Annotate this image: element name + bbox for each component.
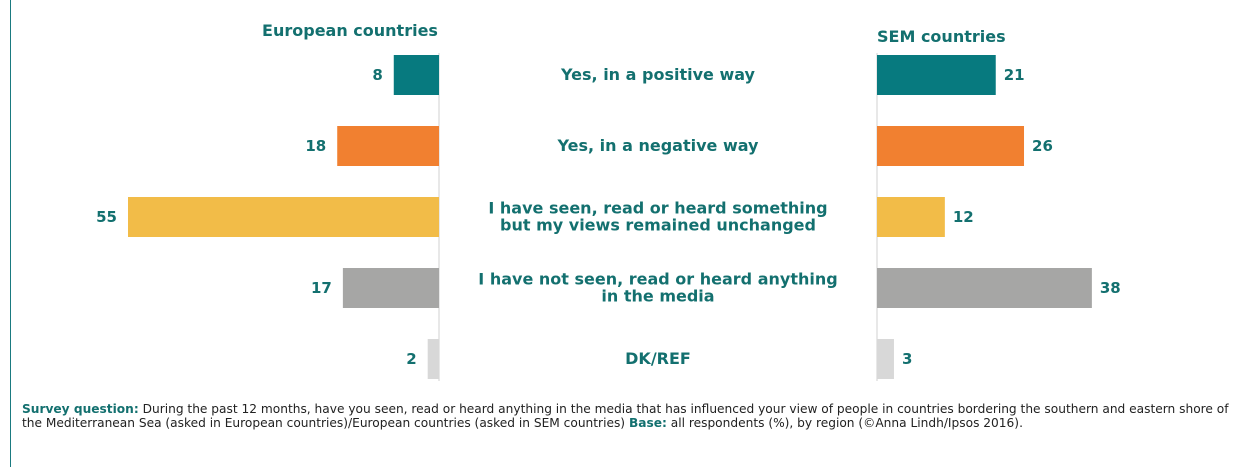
plot-area: 8 21 Yes, in a positive way 18 26 Yes, in a n… bbox=[96, 53, 1121, 381]
value-label-sem: 3 bbox=[902, 350, 912, 368]
category-label: I have not seen, read or heard anything i… bbox=[478, 270, 837, 306]
value-label-european: 18 bbox=[305, 137, 326, 155]
bar-european bbox=[427, 339, 439, 379]
category-label-line: DK/REF bbox=[625, 349, 691, 368]
value-label-european: 55 bbox=[96, 208, 117, 226]
category-label-line: I have not seen, read or heard anything bbox=[478, 270, 837, 289]
category-label-line: in the media bbox=[601, 287, 714, 306]
bar-european bbox=[342, 268, 439, 308]
value-label-european: 8 bbox=[372, 66, 382, 84]
bar-european bbox=[337, 126, 439, 166]
bar-sem bbox=[877, 197, 945, 237]
bar-european bbox=[393, 55, 439, 95]
survey-note: Survey question: During the past 12 mont… bbox=[22, 402, 1240, 430]
category-label: DK/REF bbox=[625, 349, 691, 368]
category-label: Yes, in a positive way bbox=[560, 65, 755, 84]
value-label-sem: 21 bbox=[1004, 66, 1025, 84]
category-label-line: I have seen, read or heard something bbox=[488, 199, 827, 218]
bar-european bbox=[128, 197, 439, 237]
category-label: Yes, in a negative way bbox=[557, 136, 760, 155]
value-label-european: 2 bbox=[406, 350, 416, 368]
note-base-text: all respondents (%), by region (©Anna Li… bbox=[666, 416, 1023, 430]
category-label-line: Yes, in a negative way bbox=[557, 136, 760, 155]
bar-sem bbox=[877, 126, 1025, 166]
series-title-sem: SEM countries bbox=[877, 27, 1006, 46]
value-label-sem: 38 bbox=[1100, 279, 1121, 297]
note-question-text: During the past 12 months, have you seen… bbox=[22, 402, 1229, 430]
value-label-european: 17 bbox=[311, 279, 332, 297]
category-label-line: but my views remained unchanged bbox=[500, 216, 816, 235]
category-label-line: Yes, in a positive way bbox=[560, 65, 755, 84]
bar-sem bbox=[877, 268, 1092, 308]
bar-sem bbox=[877, 339, 894, 379]
bar-sem bbox=[877, 55, 996, 95]
note-question-label: Survey question: bbox=[22, 402, 139, 416]
note-base-label: Base: bbox=[628, 416, 667, 430]
butterfly-bar-chart: European countries SEM countries 8 21 Yes,… bbox=[96, 21, 1121, 381]
category-label: I have seen, read or heard something but … bbox=[488, 199, 827, 235]
series-title-european: European countries bbox=[262, 21, 438, 40]
left-rule bbox=[10, 0, 11, 467]
value-label-sem: 26 bbox=[1032, 137, 1053, 155]
value-label-sem: 12 bbox=[953, 208, 974, 226]
